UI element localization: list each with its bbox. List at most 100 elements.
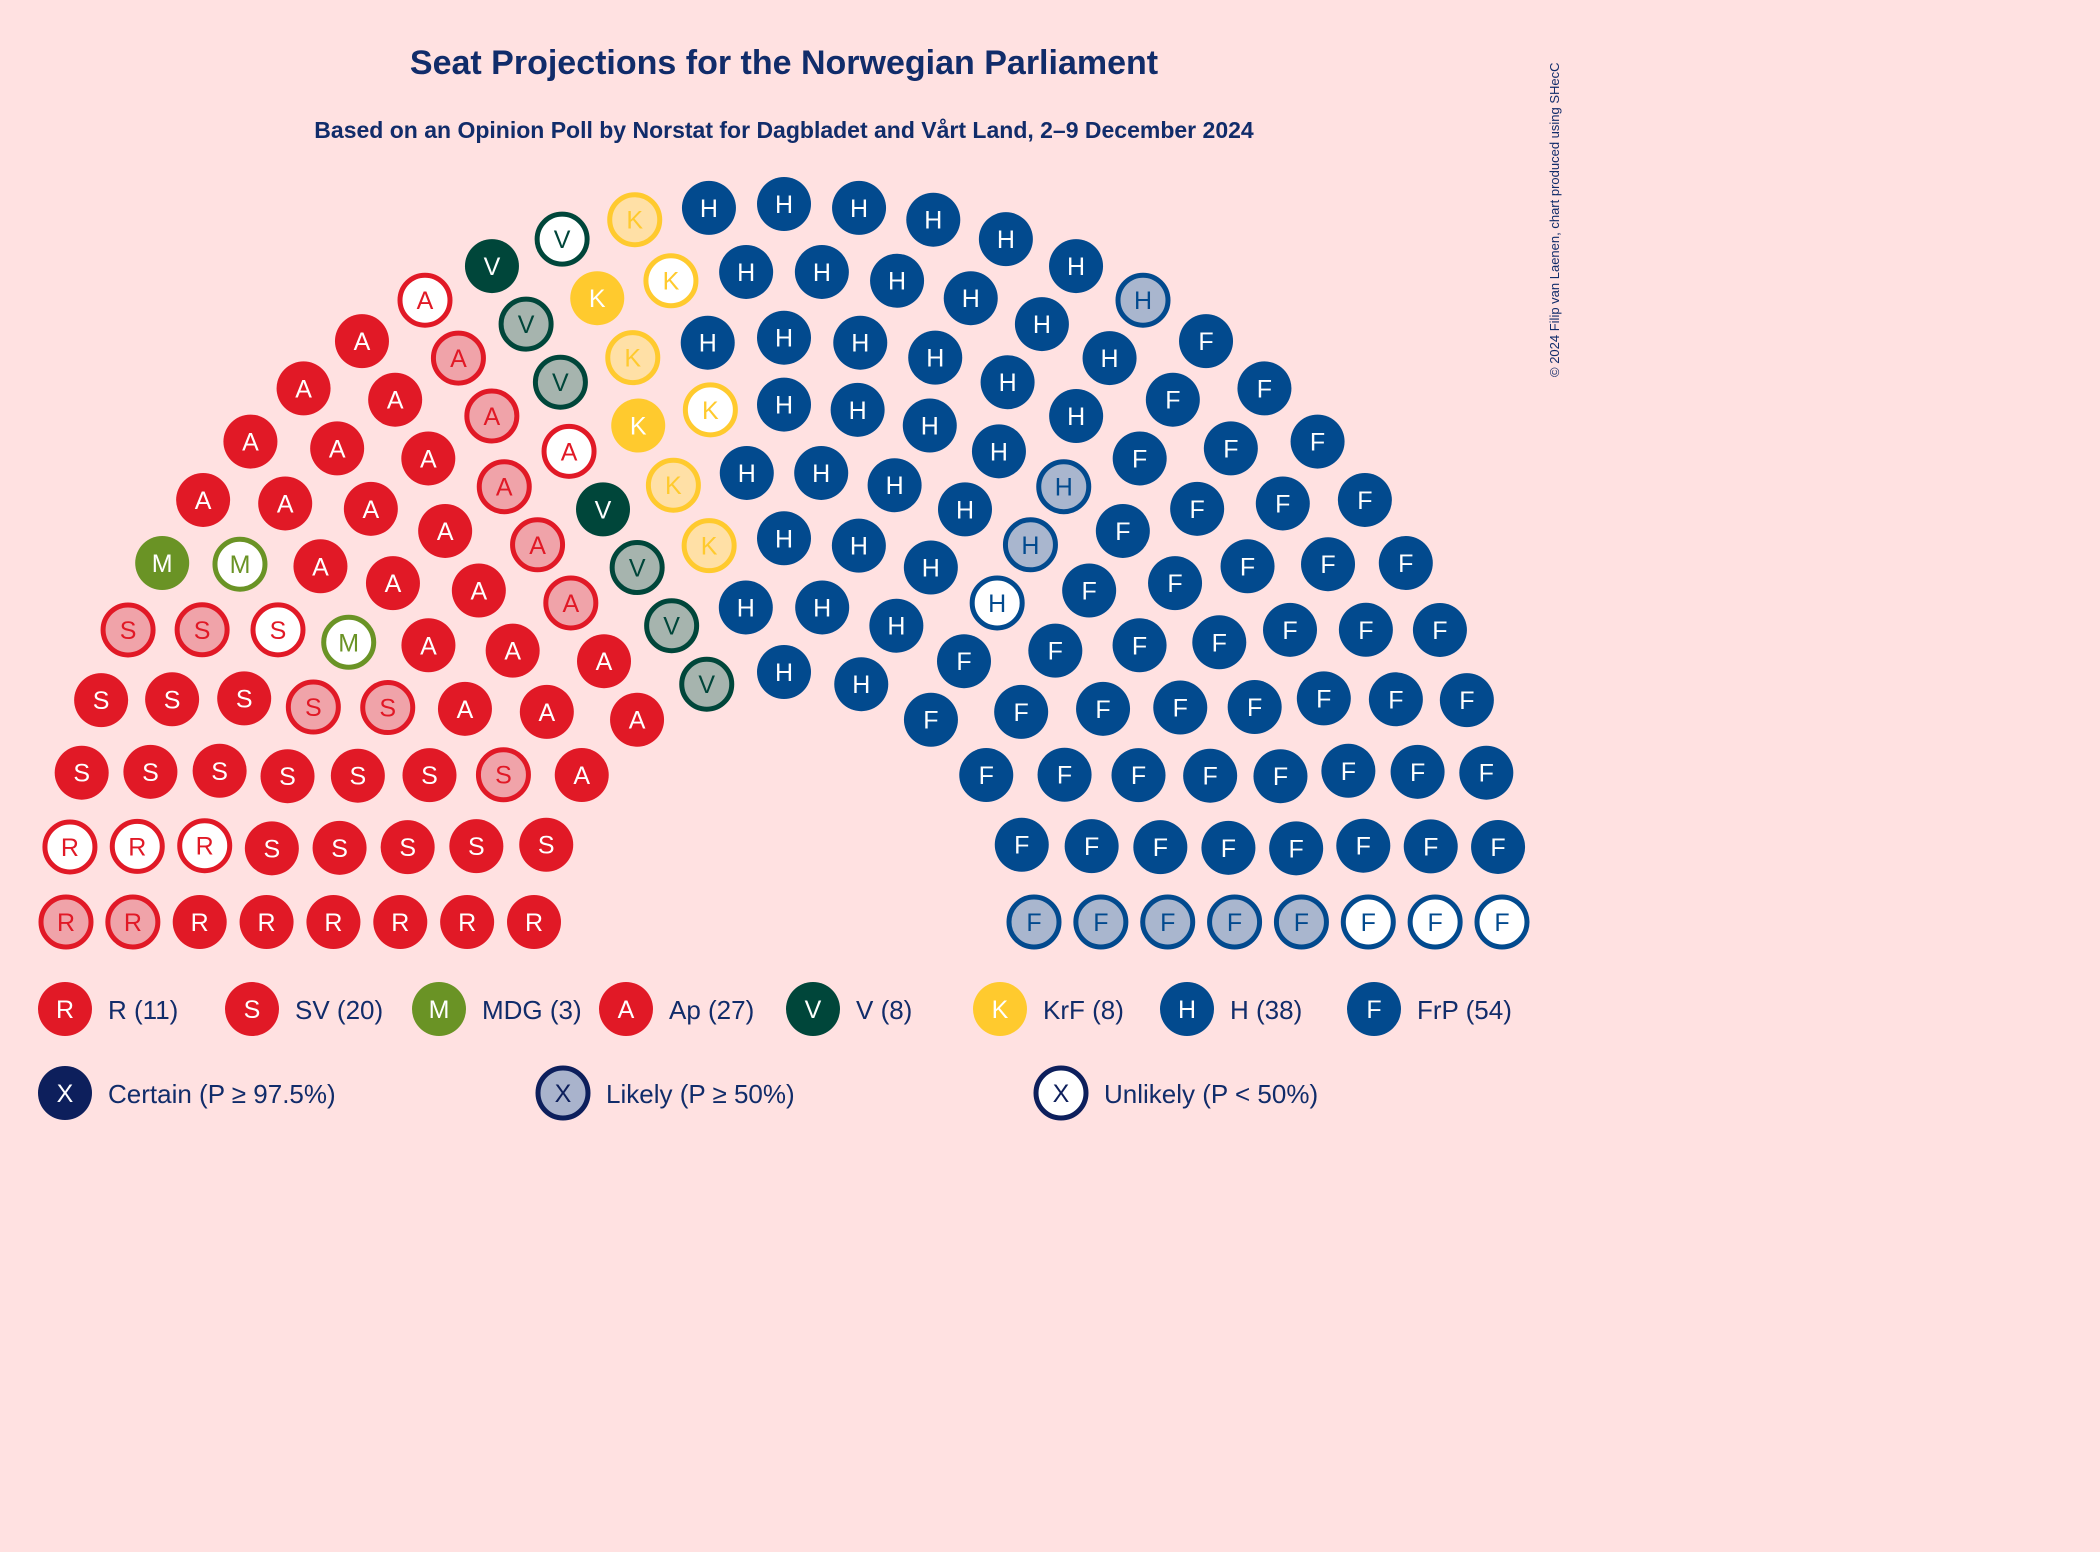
seat-a-20-letter: A bbox=[596, 648, 613, 676]
seat-f-4-circle bbox=[1145, 372, 1200, 427]
seat-f-16-circle bbox=[1112, 618, 1167, 673]
seat-k-2-letter: K bbox=[630, 413, 647, 441]
seat-f-50-circle bbox=[1207, 894, 1263, 950]
seat-r-8: R bbox=[38, 894, 94, 950]
seat-r-7-letter: R bbox=[124, 909, 142, 937]
seat-f-49-letter: F bbox=[1160, 909, 1175, 937]
seat-f-12-circle bbox=[1290, 414, 1345, 469]
legend-letter: A bbox=[618, 996, 635, 1024]
seat-f-22-circle bbox=[1192, 615, 1247, 670]
legend-swatch bbox=[412, 982, 466, 1036]
seat-f-11-letter: F bbox=[1190, 496, 1205, 524]
seat-a-6-circle bbox=[258, 476, 313, 531]
legend-swatch bbox=[599, 982, 653, 1036]
seat-a-5: A bbox=[401, 618, 456, 673]
seat-h-30: H bbox=[937, 482, 992, 537]
seat-f-11: F bbox=[1170, 481, 1225, 536]
seat-a-5-letter: A bbox=[420, 632, 437, 660]
seat-r-2-letter: R bbox=[458, 909, 476, 937]
seat-f-51-circle bbox=[1273, 894, 1329, 950]
prob-letter: X bbox=[1053, 1080, 1070, 1108]
seat-h-26-letter: H bbox=[887, 613, 905, 641]
seat-a-10-letter: A bbox=[504, 638, 521, 666]
seat-v-2-letter: V bbox=[595, 496, 612, 524]
seat-f-42-circle bbox=[1201, 820, 1256, 875]
seat-f-20: F bbox=[1076, 681, 1131, 736]
seat-s-10-circle bbox=[74, 673, 129, 728]
seat-f-13-letter: F bbox=[1014, 699, 1029, 727]
seat-f-47-letter: F bbox=[1026, 909, 1041, 937]
legend-label: SV (20) bbox=[295, 995, 383, 1025]
seat-f-22-letter: F bbox=[1212, 629, 1227, 657]
seat-a-12-circle bbox=[310, 421, 365, 476]
seat-f-35-letter: F bbox=[1459, 687, 1474, 715]
seat-h-18: H bbox=[831, 518, 886, 573]
legend-letter: V bbox=[805, 996, 822, 1024]
seat-a-21-letter: A bbox=[562, 590, 579, 618]
legend-swatch bbox=[786, 982, 840, 1036]
seat-f-54-letter: F bbox=[1494, 909, 1509, 937]
seat-a-17-circle bbox=[368, 372, 423, 427]
seat-r-9-letter: R bbox=[61, 834, 79, 862]
legend-letter: M bbox=[429, 996, 450, 1024]
seat-f-40: F bbox=[1459, 745, 1514, 800]
seat-h-22-letter: H bbox=[921, 413, 939, 441]
seat-f-35-circle bbox=[1439, 673, 1494, 728]
seat-s-20-circle bbox=[250, 602, 306, 658]
seat-a-22-circle bbox=[510, 517, 566, 573]
seat-h-21-circle bbox=[908, 330, 963, 385]
seat-f-54: F bbox=[1474, 894, 1530, 950]
seat-s-13-circle bbox=[402, 748, 457, 803]
legend-swatch bbox=[38, 982, 92, 1036]
seat-a-9: A bbox=[223, 414, 278, 469]
seat-v-1-letter: V bbox=[484, 253, 501, 281]
seat-v-5-letter: V bbox=[552, 369, 569, 397]
legend-item-m: M MDG (3) bbox=[412, 982, 582, 1036]
seat-s-11-circle bbox=[330, 748, 385, 803]
seat-a-15: A bbox=[418, 503, 473, 558]
seat-s-5-circle bbox=[123, 744, 178, 799]
seat-r-1-letter: R bbox=[525, 909, 543, 937]
seat-h-37-circle bbox=[1002, 517, 1058, 573]
seat-a-10: A bbox=[485, 623, 540, 678]
legend-label: FrP (54) bbox=[1417, 995, 1512, 1025]
seat-k-3-circle bbox=[605, 330, 661, 386]
seat-f-30: F bbox=[1111, 748, 1166, 803]
seat-f-11-circle bbox=[1170, 481, 1225, 536]
seat-h-34-letter: H bbox=[1101, 345, 1119, 373]
seat-h-6-letter: H bbox=[775, 659, 793, 687]
seat-f-24-circle bbox=[1378, 536, 1433, 590]
seat-f-28-letter: F bbox=[1247, 694, 1262, 722]
seat-s-12: S bbox=[145, 672, 200, 727]
seat-f-37-circle bbox=[1321, 743, 1376, 798]
seat-f-32: F bbox=[1368, 672, 1423, 727]
seat-h-27-letter: H bbox=[922, 554, 940, 582]
seat-f-19-letter: F bbox=[1357, 487, 1372, 515]
seat-h-3: H bbox=[681, 180, 736, 235]
seat-f-9-circle bbox=[1203, 421, 1258, 476]
seat-f-44: F bbox=[1336, 818, 1391, 873]
seat-f-15-circle bbox=[1255, 476, 1310, 531]
seat-k-8-circle bbox=[682, 382, 738, 438]
seat-r-1-circle bbox=[507, 895, 561, 949]
seat-h-38-circle bbox=[969, 575, 1025, 631]
seat-s-11-letter: S bbox=[349, 763, 366, 791]
seat-f-35: F bbox=[1439, 673, 1494, 728]
seat-a-7-circle bbox=[365, 556, 420, 611]
seat-h-10-circle bbox=[757, 177, 811, 231]
seat-s-18-circle bbox=[475, 747, 531, 803]
seat-f-21-circle bbox=[1301, 537, 1356, 592]
seat-h-13-letter: H bbox=[850, 195, 868, 223]
seat-h-5-circle bbox=[719, 244, 774, 299]
seat-v-8-circle bbox=[534, 211, 590, 267]
seat-k-8: K bbox=[682, 382, 738, 438]
seat-k-5-circle bbox=[607, 192, 663, 248]
seat-f-2-circle bbox=[903, 692, 958, 747]
seat-k-5: K bbox=[607, 192, 663, 248]
seat-h-2-letter: H bbox=[737, 594, 755, 622]
seat-s-9-letter: S bbox=[538, 832, 555, 860]
seat-k-6: K bbox=[681, 518, 737, 574]
seat-f-46: F bbox=[1471, 819, 1526, 874]
seat-f-46-letter: F bbox=[1490, 834, 1505, 862]
seat-a-8: A bbox=[519, 684, 574, 739]
